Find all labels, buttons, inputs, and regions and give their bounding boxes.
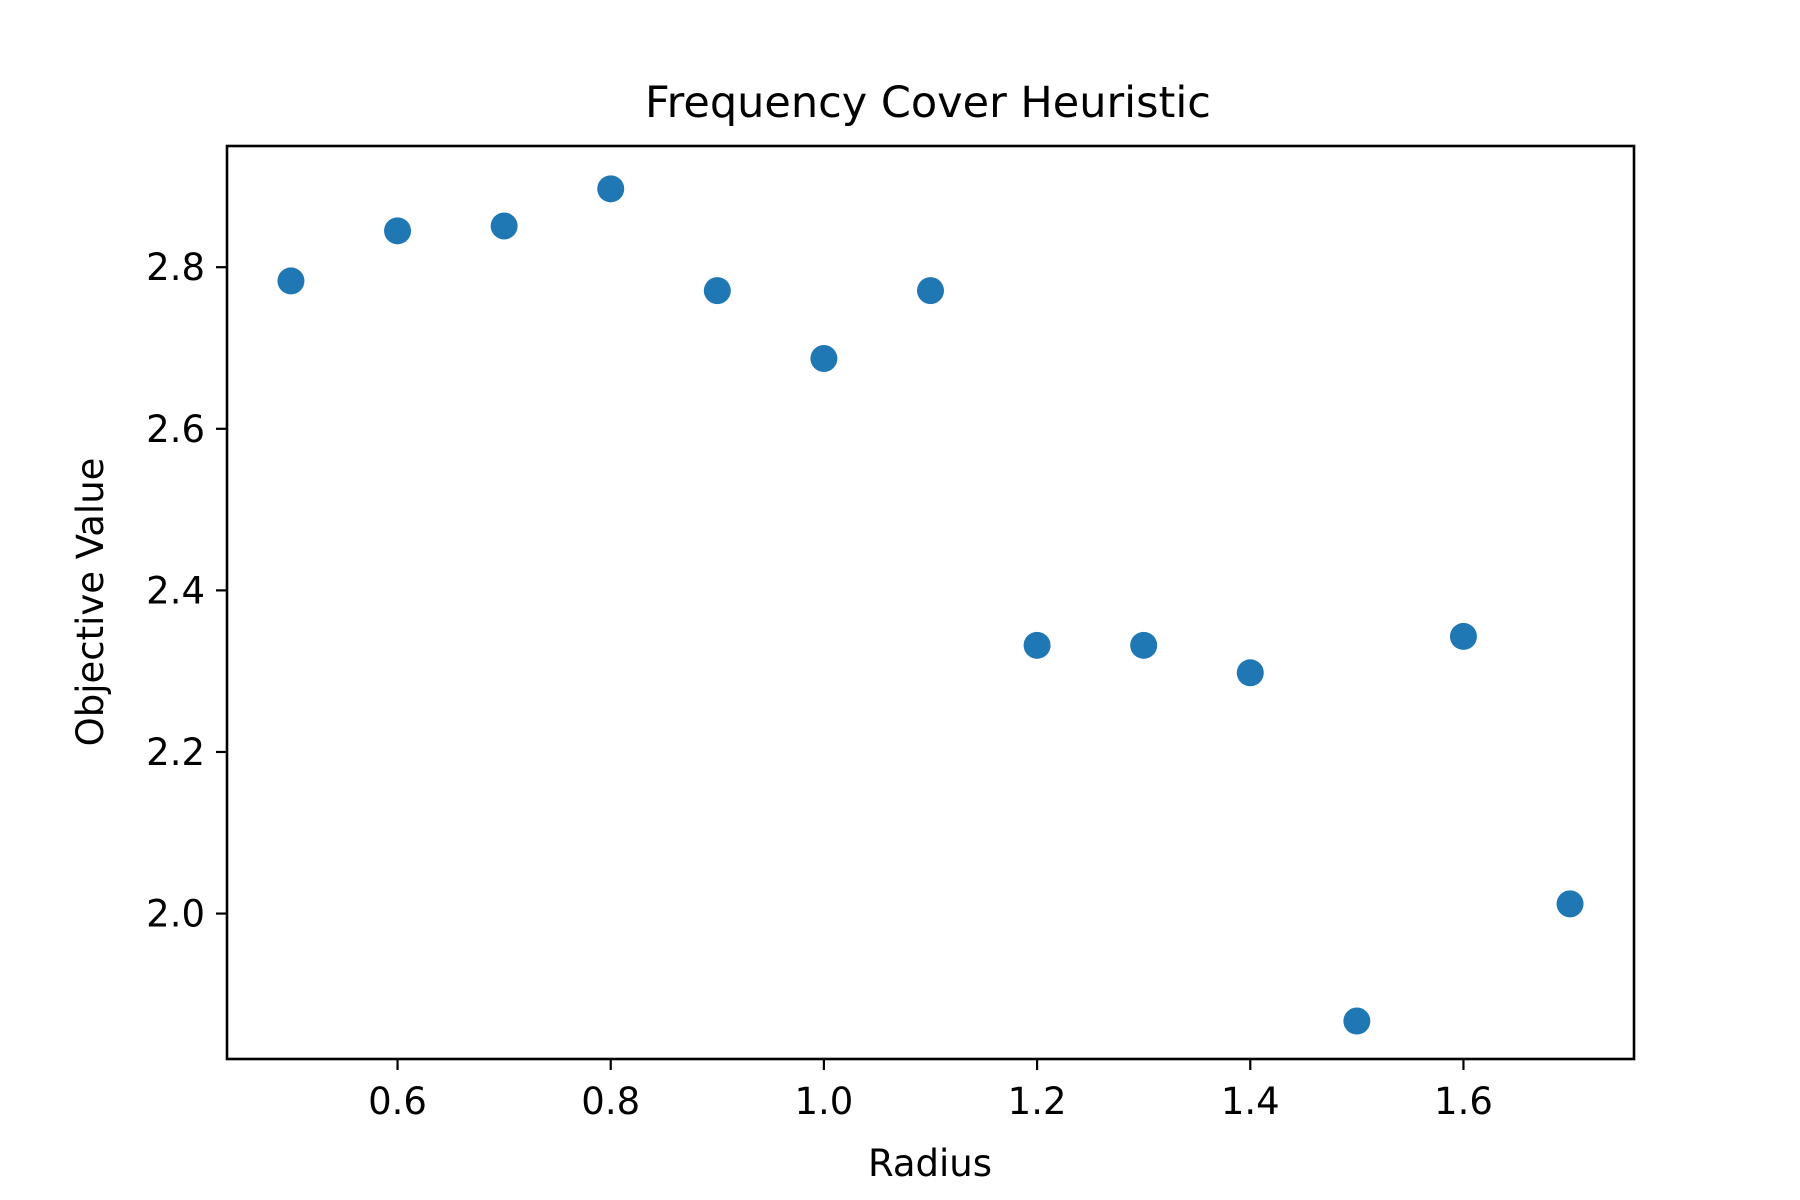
scatter-point-4 [597,175,625,203]
x-tick-label: 1.0 [794,1080,853,1123]
x-axis-ticks: 0.6 0.8 1.0 1.2 1.4 1.6 [368,1059,1493,1123]
y-tick-label: 2.0 [146,893,205,936]
y-tick-label: 2.4 [146,569,205,612]
axes-frame [225,144,1636,1061]
scatter-point-2 [384,217,412,245]
scatter-point-6 [810,344,838,372]
x-tick-label: 1.6 [1434,1080,1493,1123]
scatter-point-1 [277,267,305,295]
scatter-point-10 [1236,659,1264,687]
x-tick-label: 0.8 [581,1080,640,1123]
chart-title: Frequency Cover Heuristic [645,78,1211,128]
scatter-point-3 [490,212,518,240]
y-tick-label: 2.2 [146,731,205,774]
x-tick-label: 1.4 [1221,1080,1280,1123]
scatter-point-13 [1556,890,1584,918]
y-axis-ticks: 2.0 2.2 2.4 2.6 2.8 [146,246,227,936]
x-tick-label: 0.6 [368,1080,427,1123]
scatter-point-5 [703,277,731,305]
x-tick-label: 1.2 [1008,1080,1067,1123]
scatter-point-7 [917,277,944,305]
y-tick-label: 2.8 [146,246,205,289]
scatter-point-8 [1023,631,1051,659]
scatter-point-12 [1449,622,1477,650]
x-axis-label: Radius [868,1142,992,1185]
scatter-point-11 [1343,1007,1371,1035]
scatter-points [277,175,1584,1035]
scatter-point-9 [1130,631,1158,659]
y-tick-label: 2.6 [146,408,205,451]
y-axis-label: Objective Value [69,458,112,747]
